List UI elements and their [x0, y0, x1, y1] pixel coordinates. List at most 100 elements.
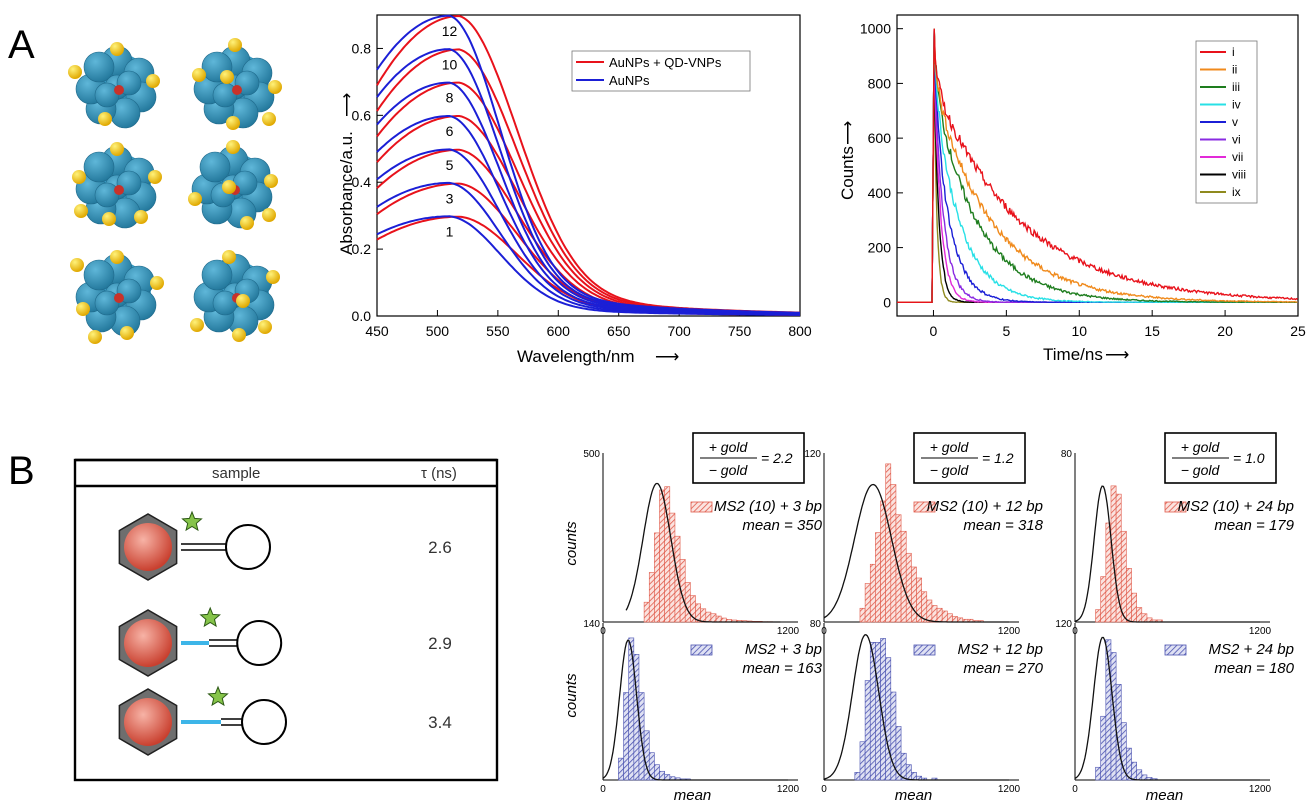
virus-nanoparticle: [190, 250, 280, 342]
hist-bar: [885, 463, 892, 623]
hist-bar: [880, 500, 886, 623]
hist-mean-label: mean = 270: [963, 660, 1043, 677]
gold-nanoparticle: [110, 42, 124, 56]
ratio-denominator: − gold: [709, 462, 749, 478]
decay-x-tick-label: 25: [1290, 323, 1306, 339]
hist-y-max-label: 500: [583, 449, 600, 460]
hist-y-max-label: 120: [1055, 619, 1072, 630]
quantum-dot-core: [232, 85, 242, 95]
hist-x-max-label: 1200: [998, 784, 1021, 795]
decay-y-tick-label: 0: [883, 294, 891, 310]
hist-bar: [911, 566, 917, 623]
decay-x-arrow: ⟶: [1105, 345, 1129, 364]
hist-bar: [947, 613, 953, 623]
gold-nanoparticle: [102, 212, 116, 226]
abs-x-tick-label: 750: [728, 323, 752, 339]
absorbance-legend: AuNPs + QD-VNPs AuNPs: [571, 50, 751, 92]
panel-label-a: A: [8, 23, 35, 67]
absorbance-curve-label: 5: [446, 157, 454, 173]
hist-bar: [1110, 485, 1117, 623]
absorbance-curve: [376, 148, 800, 316]
dna-hairpin-loop: [241, 699, 287, 745]
hist-mean-label: mean = 180: [1214, 660, 1294, 677]
table-row: 2.9: [118, 606, 452, 677]
hist-bar: [931, 605, 938, 623]
hist-bar: [911, 772, 917, 781]
absorbance-curve-label: 8: [446, 90, 454, 106]
abs-y-tick-label: 0.2: [352, 241, 372, 257]
virus-nanoparticle: [72, 142, 162, 229]
abs-y-tick-label: 0.6: [352, 107, 372, 123]
tau-value: 3.4: [428, 713, 452, 732]
absorbance-curve-label: 3: [446, 191, 454, 207]
capsid-protein: [199, 151, 231, 183]
hist-bar: [1120, 530, 1127, 623]
virus-nanoparticle: [188, 140, 278, 230]
gold-nanoparticle: [222, 180, 236, 194]
hist-sample-label: MS2 (10) + 24 bp: [1178, 498, 1294, 515]
decay-y-tick-label: 200: [868, 240, 892, 256]
hist-bar: [875, 532, 881, 623]
gold-nanoparticle: [220, 70, 234, 84]
decay-curve-i: [897, 28, 1298, 303]
gold-nanoparticle: [240, 216, 254, 230]
gaussian-fit-curve: [625, 482, 781, 623]
gold-nanoparticle: [262, 112, 276, 126]
hist-bar: [1131, 592, 1137, 623]
gold-nanoparticle: [258, 320, 272, 334]
hist-sample-label: MS2 (10) + 12 bp: [927, 498, 1043, 515]
absorbance-curve-label: 12: [442, 23, 458, 39]
hist-bar: [864, 583, 871, 623]
gold-nanoparticle: [68, 65, 82, 79]
hist-x-max-label: 1200: [1249, 784, 1272, 795]
ratio-value: = 1.2: [982, 450, 1014, 466]
hist-bar: [648, 572, 655, 623]
gold-nanoparticle: [232, 328, 246, 342]
hist-bar: [715, 615, 722, 623]
hist-bar: [618, 757, 624, 781]
gold-nanoparticle: [264, 174, 278, 188]
quantum-dot-core: [124, 698, 172, 746]
hist-bar: [700, 608, 707, 623]
virus-nanoparticle: [68, 42, 160, 129]
quantum-dot-core: [114, 85, 124, 95]
hist-x-max-label: 1200: [1249, 626, 1272, 637]
absorbance-ticks: 450 500 550 600 650 700 750 800 0.0 0.2 0.4 0.6 0.8: [352, 40, 812, 339]
absorbance-legend-box: [571, 50, 751, 92]
hist-bar: [664, 774, 671, 781]
hist-x-label: mean: [895, 787, 933, 804]
hist-x-max-label: 1200: [998, 626, 1021, 637]
hist-mean-label: mean = 163: [742, 660, 822, 677]
abs-x-tick-label: 500: [426, 323, 450, 339]
decay-y-tick-label: 800: [868, 75, 892, 91]
hist-legend-swatch: [690, 644, 713, 656]
gold-nanoparticle: [268, 80, 282, 94]
capsid-facets: [118, 609, 178, 677]
gold-nanoparticle: [236, 294, 250, 308]
absorbance-curve: [376, 14, 801, 314]
absorbance-y-label: Absorbance/a.u.: [337, 131, 356, 255]
hist-x-label: mean: [674, 787, 712, 804]
virus-nanoparticle: [70, 250, 164, 344]
hist-bar: [1120, 722, 1127, 781]
tau-value: 2.6: [428, 538, 452, 557]
decay-x-tick-label: 10: [1071, 323, 1087, 339]
gold-nanoparticle: [222, 250, 236, 264]
gold-nanoparticle: [188, 192, 202, 206]
hist-legend-swatch: [1164, 501, 1187, 513]
gold-nanoparticle: [76, 302, 90, 316]
decay-curve-ii: [897, 28, 1298, 303]
hist-legend-swatch: [690, 501, 713, 513]
fluorophore-star-icon: [199, 606, 221, 628]
gold-nanoparticle: [148, 170, 162, 184]
ratio-denominator: − gold: [1181, 462, 1221, 478]
decay-legend-label-vi: vi: [1232, 133, 1241, 147]
capsid-protein: [201, 259, 233, 291]
hist-bar: [684, 582, 691, 623]
hist-bar: [1131, 761, 1137, 781]
decay-y-tick-label: 600: [868, 130, 892, 146]
gold-nanoparticle: [88, 330, 102, 344]
